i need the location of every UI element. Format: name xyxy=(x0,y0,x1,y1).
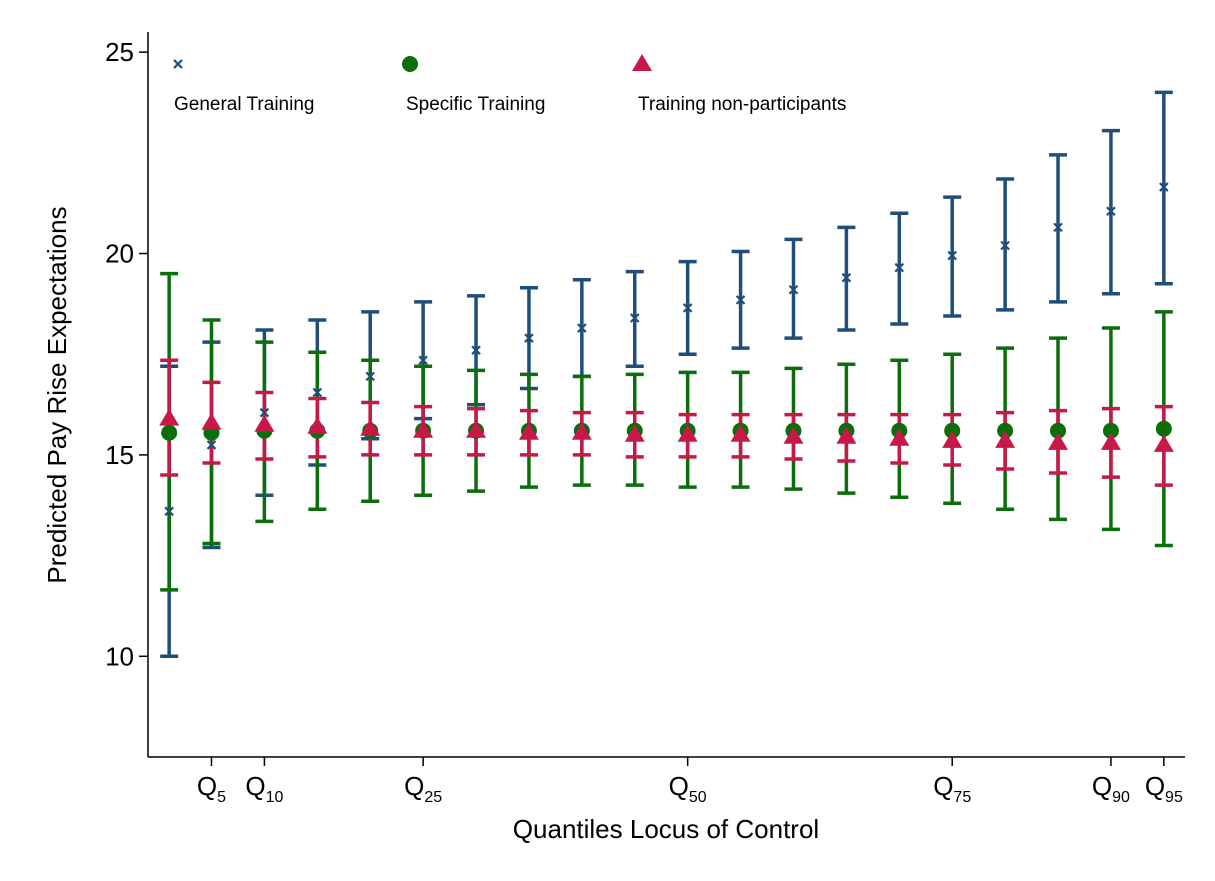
y-tick-label: 25 xyxy=(105,37,134,67)
marker xyxy=(1050,422,1067,439)
marker xyxy=(1048,432,1069,450)
legend-label: General Training xyxy=(174,94,314,115)
marker xyxy=(783,426,804,444)
marker xyxy=(942,430,963,448)
marker xyxy=(682,303,693,313)
x-tick-label: Q75 xyxy=(933,771,971,806)
marker xyxy=(518,422,539,440)
marker xyxy=(1155,420,1172,437)
marker xyxy=(947,250,957,261)
marker xyxy=(1053,222,1063,233)
marker xyxy=(201,412,222,430)
marker xyxy=(413,420,434,438)
x-tick-label: Q10 xyxy=(245,771,283,806)
x-tick-label: Q25 xyxy=(404,771,442,806)
marker xyxy=(360,418,381,436)
x-tick-label: Q90 xyxy=(1092,771,1130,806)
x-axis-title: Quantiles Locus of Control xyxy=(513,814,819,844)
marker xyxy=(418,355,428,366)
marker xyxy=(624,424,645,442)
marker xyxy=(1153,434,1174,452)
x-tick-label: Q5 xyxy=(197,771,226,806)
marker xyxy=(1159,182,1169,192)
marker xyxy=(894,262,905,273)
marker xyxy=(1102,422,1119,439)
marker xyxy=(944,422,961,439)
marker xyxy=(365,371,375,382)
marker xyxy=(466,420,487,438)
marker xyxy=(312,387,323,398)
marker xyxy=(577,323,587,333)
marker xyxy=(677,424,698,442)
y-axis-title: Predicted Pay Rise Expectations xyxy=(42,206,72,583)
series xyxy=(160,271,1173,592)
x-tick-label: Q95 xyxy=(1145,771,1183,806)
marker xyxy=(402,56,418,72)
marker xyxy=(159,408,180,426)
marker xyxy=(471,345,481,355)
marker xyxy=(841,272,852,283)
marker xyxy=(1106,206,1116,217)
marker xyxy=(524,333,534,343)
y-tick-label: 15 xyxy=(105,440,134,470)
marker xyxy=(571,422,592,440)
marker xyxy=(307,416,328,434)
x-tick-label: Q50 xyxy=(669,771,707,806)
marker xyxy=(173,59,183,69)
marker xyxy=(730,424,751,442)
marker xyxy=(1000,240,1010,251)
marker xyxy=(889,428,910,446)
marker xyxy=(206,440,217,450)
legend-label: Specific Training xyxy=(406,94,545,115)
marker xyxy=(997,422,1014,439)
marker xyxy=(632,54,652,71)
marker xyxy=(995,430,1016,448)
marker xyxy=(1100,432,1121,450)
marker xyxy=(735,295,746,305)
marker xyxy=(164,506,174,517)
legend-label: Training non-participants xyxy=(638,94,846,115)
y-tick-label: 10 xyxy=(105,641,134,671)
y-tick-label: 20 xyxy=(105,239,134,269)
series xyxy=(160,90,1173,659)
marker xyxy=(629,313,640,323)
marker xyxy=(788,285,799,295)
marker xyxy=(254,414,275,432)
marker xyxy=(836,426,857,444)
marker xyxy=(259,407,270,418)
marker xyxy=(161,424,178,441)
